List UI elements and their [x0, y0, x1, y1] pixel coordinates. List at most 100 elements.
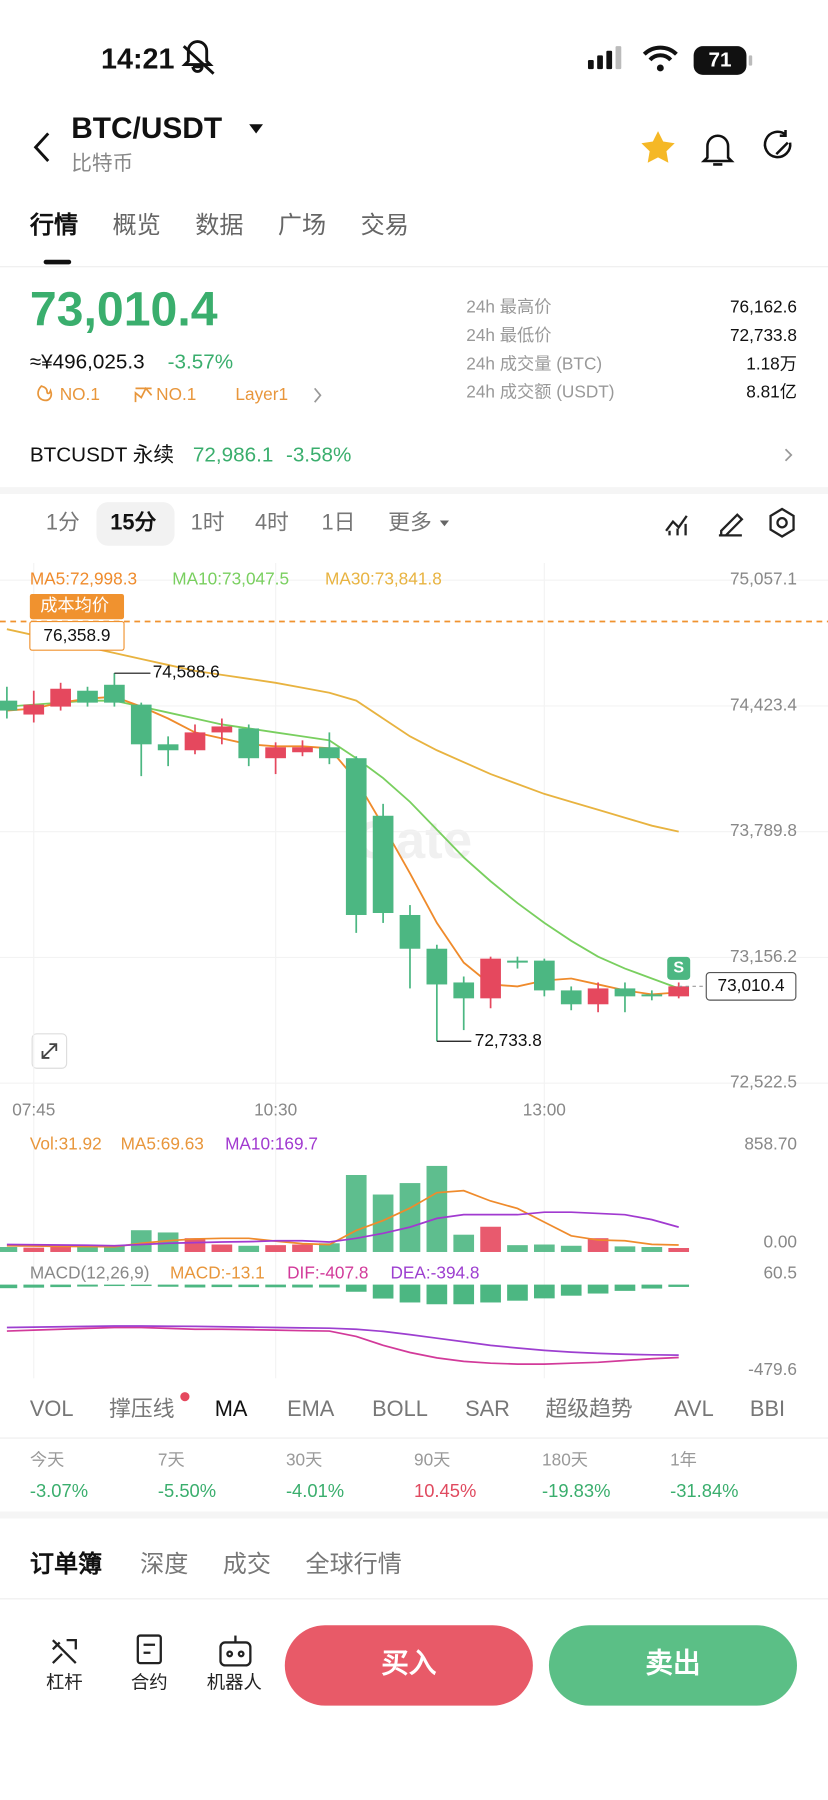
perf-change: -3.07%: [30, 1480, 88, 1501]
sell-label[interactable]: 卖出: [645, 1648, 700, 1679]
vol-tick-label: 0.00: [763, 1231, 797, 1251]
tab[interactable]: 概览: [113, 212, 161, 239]
candle-body: [130, 704, 152, 745]
candle-body: [560, 990, 582, 1005]
candle-body: [453, 982, 475, 999]
book-tab[interactable]: 订单簿: [30, 1550, 102, 1578]
macd-bar: [211, 1284, 233, 1288]
action-label[interactable]: 合约: [131, 1672, 168, 1693]
candle-body: [265, 747, 286, 759]
header-icons[interactable]: [33, 124, 792, 166]
expand-icon: [41, 1043, 58, 1059]
tab[interactable]: 行情: [29, 211, 78, 239]
candle-body: [372, 815, 394, 914]
indicator-tab[interactable]: MA: [215, 1396, 248, 1421]
ma5-line: [6, 695, 679, 996]
macd-tick-label: 60.5: [763, 1262, 797, 1282]
indicator-tab[interactable]: VOL: [30, 1396, 74, 1421]
perf-change: -31.84%: [670, 1480, 738, 1501]
stat-label: 24h 最高价: [466, 297, 551, 317]
macd-bar: [23, 1284, 45, 1288]
perp-name[interactable]: BTCUSDT 永续: [30, 444, 174, 467]
macd-bar: [77, 1284, 98, 1287]
tab[interactable]: 数据: [195, 212, 243, 239]
book-tab[interactable]: 深度: [140, 1551, 188, 1578]
interval[interactable]: 4时: [255, 510, 289, 535]
interval[interactable]: 15分: [110, 510, 156, 535]
interval-active-bg: [96, 502, 175, 546]
candle-body: [345, 758, 367, 915]
buy-label[interactable]: 买入: [381, 1648, 437, 1679]
volume-bar: [157, 1232, 179, 1252]
volume-bar: [211, 1244, 233, 1252]
ma-legend: MA5:72,998.3: [30, 569, 137, 589]
candle-body: [587, 988, 609, 1005]
volume-bar: [50, 1246, 71, 1252]
action-icons[interactable]: [52, 1634, 252, 1667]
candle-body: [668, 986, 690, 997]
volume-bar: [265, 1245, 286, 1252]
action-label[interactable]: 机器人: [207, 1672, 262, 1693]
perf-change: -19.83%: [542, 1480, 610, 1501]
indicator-tab[interactable]: SAR: [465, 1396, 510, 1421]
volume-bar: [345, 1174, 367, 1252]
tab[interactable]: 广场: [278, 212, 326, 239]
buy-button[interactable]: [284, 1625, 533, 1706]
x-tick-label: 10:30: [254, 1099, 297, 1119]
indicator-tab[interactable]: AVL: [674, 1396, 714, 1421]
ma10-line: [6, 699, 680, 990]
signal-badge: [667, 956, 691, 980]
indicator-tab[interactable]: BBI: [750, 1396, 785, 1421]
candle-body: [399, 914, 421, 949]
badge: NO.1: [60, 384, 100, 404]
candle-body: [23, 704, 45, 715]
volume-bar: [372, 1194, 394, 1252]
cost-price-bg: [29, 620, 125, 651]
candle-body: [292, 747, 313, 753]
macd-legend: DIF:-407.8: [287, 1262, 368, 1282]
indicator-tab[interactable]: BOLL: [372, 1396, 428, 1421]
chart-tools[interactable]: [665, 507, 795, 538]
interval[interactable]: 1时: [191, 510, 225, 535]
stat-label: 24h 成交额 (USDT): [466, 382, 614, 402]
candle-body: [641, 994, 663, 997]
action-label[interactable]: 杠杆: [46, 1672, 83, 1693]
book-tab[interactable]: 成交: [223, 1551, 271, 1578]
sell-button[interactable]: [548, 1625, 797, 1706]
macd-bar: [399, 1284, 421, 1303]
interval[interactable]: 1分: [46, 510, 80, 535]
macd-dif-line: [6, 1326, 679, 1365]
perp-change: -3.58%: [286, 444, 351, 467]
cost-label: 成本均价: [40, 595, 109, 615]
volume-bar: [614, 1246, 636, 1252]
macd-bar: [587, 1284, 609, 1294]
perf-period: 7天: [158, 1450, 185, 1470]
macd-bar: [130, 1284, 152, 1287]
macd-bar: [319, 1284, 340, 1288]
macd-bar: [50, 1284, 71, 1288]
candle-body: [77, 690, 98, 703]
pair-title[interactable]: BTC/USDT: [71, 112, 222, 145]
indicator-tab[interactable]: 超级趋势: [545, 1396, 632, 1421]
perp-price: 72,986.1: [193, 444, 273, 467]
stat-value: 76,162.6: [730, 297, 797, 317]
indicator-tab[interactable]: 撑压线: [109, 1396, 174, 1421]
vol-ma10-line: [6, 1211, 679, 1247]
price-change: -3.57%: [168, 351, 233, 374]
candle-body: [157, 744, 179, 751]
high-label: 74,588.6: [153, 662, 220, 682]
vol-legend: MA5:69.63: [121, 1134, 204, 1154]
volume-bar: [668, 1248, 690, 1252]
indicator-tab[interactable]: EMA: [287, 1396, 335, 1421]
candle-body: [0, 700, 18, 711]
section-gap: [0, 1511, 828, 1519]
chevron[interactable]: [784, 448, 793, 462]
ma30-line: [6, 628, 679, 833]
candle-body: [211, 726, 233, 733]
perf-period: 180天: [542, 1450, 588, 1470]
book-tab[interactable]: 全球行情: [305, 1551, 401, 1578]
interval[interactable]: 更多: [388, 510, 432, 535]
interval[interactable]: 1日: [322, 510, 356, 535]
vol-ma5-line: [6, 1189, 679, 1248]
tab[interactable]: 交易: [361, 212, 409, 239]
